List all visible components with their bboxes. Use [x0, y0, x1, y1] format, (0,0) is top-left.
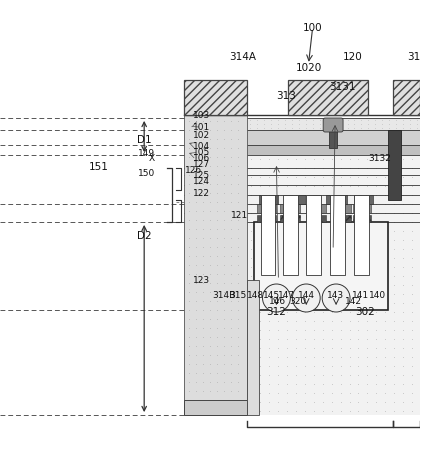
Bar: [331, 204, 339, 213]
Text: 123: 123: [193, 276, 210, 285]
Bar: [326, 195, 333, 204]
Bar: [313, 195, 320, 204]
Text: 102: 102: [193, 131, 210, 140]
Text: 148: 148: [247, 291, 265, 300]
Bar: [353, 215, 361, 222]
Text: 103: 103: [193, 111, 210, 121]
Text: X: X: [149, 154, 155, 164]
Bar: [284, 195, 298, 275]
Text: 314A: 314A: [229, 52, 256, 62]
Text: 146: 146: [269, 297, 286, 306]
Text: 140: 140: [369, 291, 386, 300]
Bar: [184, 130, 419, 145]
Bar: [184, 118, 419, 130]
Circle shape: [322, 284, 350, 312]
Bar: [393, 80, 419, 115]
Bar: [184, 400, 246, 415]
Text: 3131: 3131: [330, 82, 356, 92]
Bar: [330, 195, 345, 275]
Circle shape: [262, 284, 290, 312]
Bar: [353, 204, 361, 213]
Text: 320: 320: [289, 297, 306, 306]
Text: 105: 105: [193, 148, 210, 158]
Bar: [260, 195, 276, 275]
Bar: [280, 215, 288, 222]
Text: 149: 149: [138, 149, 155, 158]
Text: 104: 104: [193, 142, 210, 152]
Bar: [271, 195, 279, 204]
Bar: [343, 215, 351, 222]
Text: 144: 144: [298, 291, 315, 300]
Text: 302: 302: [355, 307, 375, 317]
Text: D1: D1: [137, 135, 151, 145]
Text: 1020: 1020: [296, 63, 322, 73]
Text: D2: D2: [137, 231, 151, 241]
Text: 122: 122: [193, 189, 210, 198]
Text: 31: 31: [408, 52, 421, 62]
Bar: [288, 80, 368, 115]
Bar: [354, 195, 369, 275]
Bar: [285, 195, 292, 204]
Text: 100: 100: [303, 23, 322, 33]
Text: 145: 145: [263, 291, 280, 300]
Bar: [292, 204, 300, 213]
Bar: [184, 80, 246, 115]
Bar: [257, 215, 265, 222]
Text: 312: 312: [266, 307, 286, 317]
Bar: [343, 204, 351, 213]
Text: 314B: 314B: [212, 291, 235, 300]
Text: 313: 313: [276, 91, 296, 101]
Bar: [388, 130, 401, 200]
Bar: [331, 215, 339, 222]
Bar: [298, 195, 305, 204]
Bar: [259, 195, 265, 204]
Bar: [184, 115, 246, 415]
Text: 126: 126: [185, 166, 202, 175]
Text: 151: 151: [89, 162, 108, 172]
Text: 141: 141: [352, 291, 369, 300]
Text: 121: 121: [231, 211, 248, 220]
Text: 120: 120: [343, 52, 362, 62]
Bar: [268, 204, 276, 213]
Bar: [363, 215, 371, 222]
Text: 147: 147: [278, 291, 295, 300]
Text: 142: 142: [345, 297, 362, 306]
Bar: [280, 204, 288, 213]
Bar: [318, 215, 326, 222]
Bar: [306, 204, 314, 213]
Bar: [254, 222, 388, 310]
Text: 150: 150: [138, 169, 155, 178]
Text: 3132: 3132: [368, 154, 391, 163]
Text: 143: 143: [327, 291, 344, 300]
Bar: [184, 118, 419, 415]
Bar: [184, 145, 419, 155]
Bar: [363, 204, 371, 213]
Bar: [318, 204, 326, 213]
Text: 127: 127: [193, 160, 210, 169]
Text: 124: 124: [193, 177, 210, 186]
Bar: [329, 130, 337, 148]
Bar: [340, 195, 347, 204]
Text: 106: 106: [193, 154, 210, 163]
Bar: [292, 215, 300, 222]
Bar: [257, 204, 265, 213]
Bar: [354, 195, 361, 204]
Bar: [366, 195, 373, 204]
Circle shape: [292, 284, 320, 312]
FancyBboxPatch shape: [323, 118, 343, 132]
Bar: [306, 215, 314, 222]
Text: 101: 101: [193, 123, 210, 132]
Bar: [306, 195, 321, 275]
Bar: [246, 280, 259, 415]
Text: 315: 315: [229, 291, 246, 300]
Text: 125: 125: [193, 171, 210, 180]
Bar: [268, 215, 276, 222]
